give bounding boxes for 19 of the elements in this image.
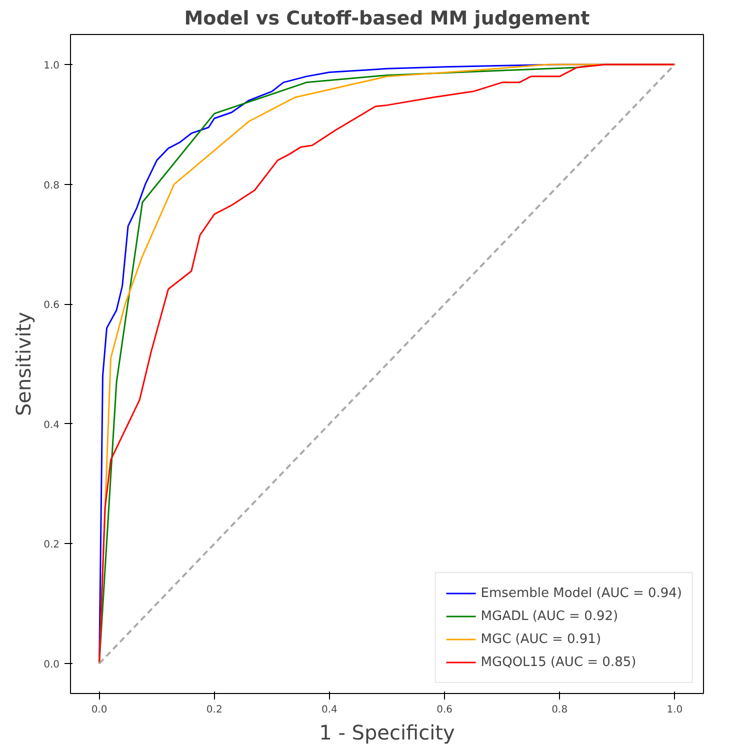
y-tick-label: 0.0 <box>44 660 60 671</box>
x-tick-label: 0.2 <box>206 704 222 716</box>
legend-label: MGQOL15 (AUC = 0.85) <box>480 654 636 670</box>
y-tick-label: 0.6 <box>44 300 60 312</box>
legend-label: MGC (AUC = 0.91) <box>480 632 602 646</box>
y-tick-label: 0.2 <box>44 540 60 551</box>
x-tick-label: 0.0 <box>91 704 108 716</box>
legend-label: MGADL (AUC = 0.92) <box>480 608 618 624</box>
x-tick-label: 1.0 <box>666 704 683 716</box>
y-tick-label: 1.0 <box>44 60 60 72</box>
x-tick-label: 0.4 <box>322 704 338 716</box>
chart-title: Model vs Cutoff-based MM judgement <box>184 8 590 30</box>
x-tick-label: 0.6 <box>436 704 452 716</box>
y-axis-title: Sensitivity <box>12 312 36 416</box>
x-axis-title: 1 - Specificity <box>319 720 456 744</box>
y-tick-label: 0.4 <box>44 420 60 431</box>
x-tick-label: 0.8 <box>552 704 568 716</box>
y-tick-label: 0.8 <box>44 180 60 192</box>
legend-label: Emsemble Model (AUC = 0.94) <box>480 586 682 600</box>
